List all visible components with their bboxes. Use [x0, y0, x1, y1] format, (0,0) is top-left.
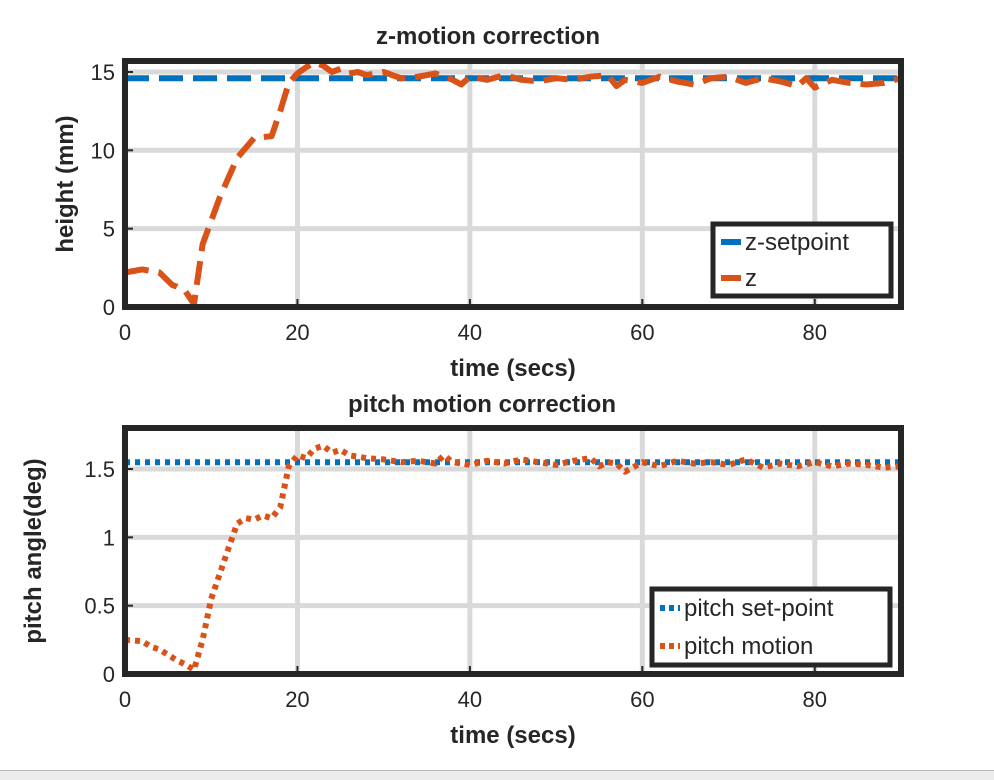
chart-pitch-motion: pitch motion correction 0 20 40 60 80 0 0.5 1 1.…	[20, 391, 904, 749]
series-line-measured	[124, 59, 902, 307]
y-tick-label: 1.5	[84, 457, 115, 482]
y-tick-label: 0.5	[84, 594, 115, 619]
window-bottom-strip	[0, 770, 994, 780]
y-tick-label: 0	[103, 662, 115, 687]
y-tick-label: 15	[91, 60, 115, 85]
legend-label-pitch-set-point: pitch set-point	[684, 595, 834, 622]
y-axis-label: pitch angle(deg)	[20, 458, 47, 643]
series-layer	[124, 442, 902, 673]
x-tick-label: 60	[630, 320, 654, 345]
x-tick-label: 0	[119, 687, 131, 712]
x-tick-label: 60	[630, 687, 654, 712]
legend-label-z-setpoint: z-setpoint	[745, 229, 849, 256]
x-tick-label: 40	[458, 687, 482, 712]
legend-box	[710, 221, 894, 299]
chart-title: z-motion correction	[376, 23, 600, 50]
tick-labels: 0 20 40 60 80 0 0.5 1 1.5	[84, 457, 827, 712]
x-tick-label: 0	[119, 320, 131, 345]
axes-frame	[122, 58, 904, 310]
chart-title: pitch motion correction	[348, 391, 616, 418]
legend: pitch set-point pitch motion	[649, 586, 893, 668]
legend: z-setpoint z	[710, 221, 894, 299]
x-tick-label: 80	[803, 687, 827, 712]
series-line-measured	[124, 442, 902, 673]
x-tick-label: 20	[285, 687, 309, 712]
y-tick-label: 1	[103, 525, 115, 550]
x-tick-label: 80	[803, 320, 827, 345]
series-layer	[124, 59, 902, 307]
x-axis-label: time (secs)	[450, 355, 575, 382]
x-tick-label: 20	[285, 320, 309, 345]
legend-label-pitch-motion: pitch motion	[684, 633, 813, 660]
y-tick-label: 5	[103, 217, 115, 242]
chart-z-motion: z-motion correction 0 20 40 60 80 0 5 10 15 time…	[52, 23, 904, 382]
y-axis-label: height (mm)	[52, 115, 79, 252]
x-axis-label: time (secs)	[450, 722, 575, 749]
y-tick-label: 0	[103, 295, 115, 320]
legend-label-z: z	[745, 265, 757, 292]
axes-frame	[122, 425, 904, 677]
x-tick-label: 40	[458, 320, 482, 345]
legend-box	[649, 586, 893, 668]
tick-labels: 0 20 40 60 80 0 5 10 15	[91, 60, 828, 345]
y-tick-label: 10	[91, 138, 115, 163]
